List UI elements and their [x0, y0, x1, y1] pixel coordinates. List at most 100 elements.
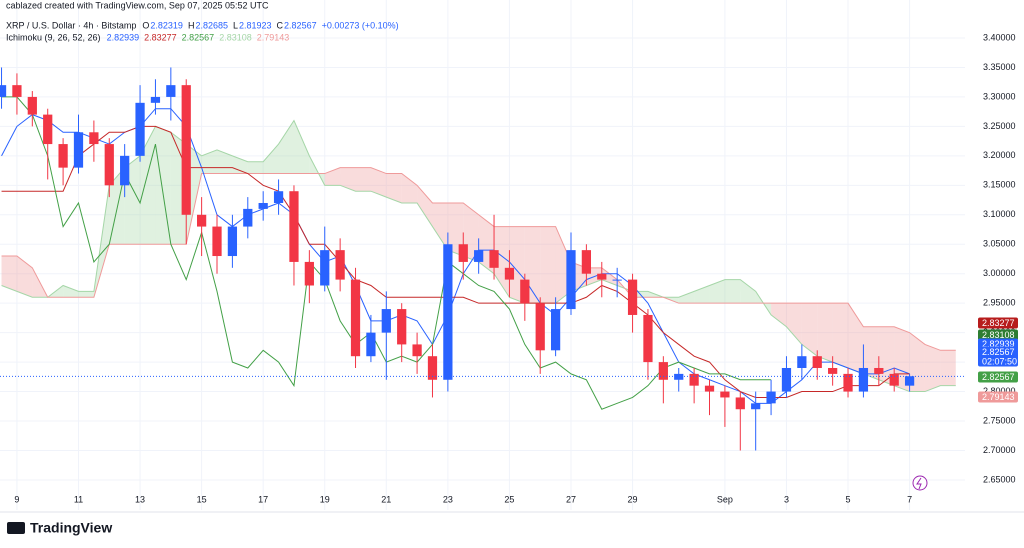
- cloud-segment: [540, 226, 556, 304]
- ohlc-value: 2.82319: [150, 20, 183, 30]
- candle-body: [150, 96, 161, 103]
- x-tick-label: 15: [197, 494, 207, 504]
- cloud-segment: [63, 285, 79, 298]
- indicator-value: 2.82939: [107, 32, 140, 42]
- y-tick-label: 2.75000: [983, 415, 1016, 425]
- price-tag: [978, 391, 1018, 403]
- candle-body: [627, 279, 638, 315]
- candle-body: [427, 356, 438, 380]
- candle-body: [612, 279, 622, 281]
- cloud-segment: [432, 202, 448, 251]
- y-tick-label: 2.80000: [983, 386, 1016, 396]
- candle-body: [735, 397, 745, 410]
- cloud-segment: [247, 161, 264, 174]
- candle-body: [797, 356, 807, 368]
- candle-body: [212, 226, 222, 257]
- candle-body: [120, 155, 130, 186]
- y-tick-label: 3.10000: [983, 209, 1016, 219]
- cloud-segment: [324, 167, 341, 186]
- candle-body: [828, 367, 838, 374]
- candle-body: [474, 250, 484, 262]
- cloud-segment: [278, 120, 294, 174]
- candle-body: [843, 373, 853, 392]
- candle-body: [166, 85, 176, 97]
- x-tick-label: 23: [443, 494, 453, 504]
- candle-body: [597, 273, 607, 280]
- cloud-segment: [78, 291, 94, 298]
- candle-body: [581, 250, 592, 274]
- plot-area: [0, 0, 965, 510]
- y-tick-label: 2.65000: [983, 474, 1016, 484]
- ohlc-key: O: [142, 20, 149, 30]
- ohlc-key: H: [188, 20, 195, 30]
- candle-body: [858, 367, 869, 392]
- candle-body: [273, 191, 284, 203]
- y-tick-label: 3.20000: [983, 150, 1016, 160]
- symbol: XRP / U.S. Dollar · 4h · Bitstamp: [6, 20, 136, 30]
- x-tick-label: 19: [320, 494, 330, 504]
- candle-body: [243, 208, 253, 227]
- candle-body: [812, 356, 822, 368]
- cloud-segment: [771, 303, 787, 327]
- candle-body: [520, 279, 530, 304]
- indicator: Ichimoku (9, 26, 52, 26): [6, 32, 101, 42]
- candle-body: [320, 250, 330, 286]
- x-tick-label: 27: [566, 494, 576, 504]
- candle-body: [720, 391, 730, 398]
- x-tick-label: 17: [258, 494, 268, 504]
- ohlc-value: 2.82567: [284, 20, 317, 30]
- candle-body: [889, 373, 899, 386]
- credit: cablazed created with TradingView.com, S…: [6, 0, 269, 10]
- y-tick-label: 3.35000: [983, 62, 1016, 72]
- cloud-segment: [417, 185, 433, 227]
- price-tag-label: 2.82939: [982, 339, 1015, 349]
- price-tag-label: 2.82567: [982, 347, 1015, 357]
- candle-body: [335, 250, 345, 280]
- cloud-segment: [724, 279, 741, 304]
- cloud-segment: [601, 267, 618, 286]
- candle-body: [104, 144, 114, 186]
- candle-body: [258, 202, 268, 209]
- x-tick-label: 25: [504, 494, 514, 504]
- y-tick-label: 3.15000: [983, 180, 1016, 190]
- cloud-segment: [155, 126, 171, 245]
- candle-body: [766, 391, 776, 404]
- candle-body: [704, 385, 715, 392]
- alert-icon-glyph: [916, 477, 922, 490]
- y-tick-label: 3.40000: [983, 32, 1016, 42]
- candle-body: [397, 309, 407, 345]
- cloud-segment: [386, 173, 402, 203]
- cloud-segment: [863, 326, 879, 380]
- candle-body: [504, 267, 515, 280]
- cloud-segment: [940, 350, 956, 386]
- change: +0.00273 (+0.10%): [322, 20, 399, 30]
- price-tag-label: 2.82567: [982, 372, 1015, 382]
- cloud-segment: [447, 202, 464, 257]
- cloud-segment: [678, 291, 695, 304]
- price-tag-label: 2.79143: [982, 392, 1015, 402]
- alert-icon[interactable]: [912, 475, 928, 491]
- y-tick-label: 2.95000: [983, 298, 1016, 308]
- logo: [7, 522, 25, 534]
- candle-body: [489, 250, 499, 268]
- candle-body: [658, 362, 668, 380]
- indicator-line: [1, 125, 910, 398]
- x-tick-label: 11: [74, 494, 83, 504]
- indicator-value: 2.83277: [144, 32, 177, 42]
- price-tag: [978, 371, 1018, 383]
- x-tick-label: Sep: [717, 494, 733, 504]
- candle-body: [289, 191, 299, 262]
- span-b-line: [1, 167, 956, 351]
- candle-body: [443, 244, 453, 380]
- candle-body: [197, 214, 207, 227]
- cloud-segment: [694, 285, 710, 304]
- indicator-value: 2.83108: [219, 32, 252, 42]
- y-tick-label: 3.00000: [983, 268, 1016, 278]
- price-tag-label: 2.83108: [982, 330, 1015, 340]
- cloud-segment: [370, 167, 387, 198]
- ohlc-key: C: [277, 20, 284, 30]
- indicator-value: 2.82567: [182, 32, 215, 42]
- candle-body: [58, 144, 68, 168]
